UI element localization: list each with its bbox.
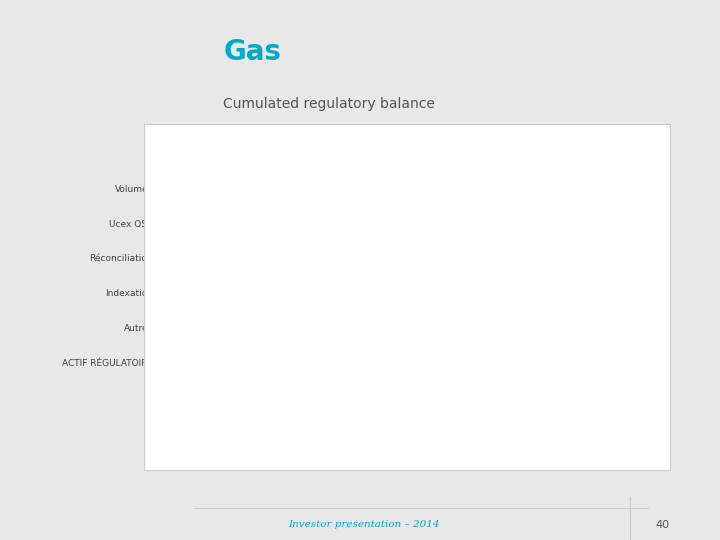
Text: 29,4: 29,4 [233,219,252,228]
Bar [246,355,438,370]
Text: 3,0: 3,0 [459,323,474,332]
Bar [438,250,557,266]
Text: -4.4: -4.4 [390,288,408,298]
Text: -20,1: -20,1 [287,184,310,193]
Text: (-) : montant trop peu perçu => à récupérer: (-) : montant trop peu perçu => à récupé… [187,405,387,415]
Text: Gas: Gas [223,38,282,66]
Text: Investor presentation – 2014: Investor presentation – 2014 [288,521,439,529]
Text: Cumulated regulatory balance: Cumulated regulatory balance [223,97,435,111]
Text: 19.1: 19.1 [559,253,580,262]
Text: 40: 40 [655,520,670,530]
Bar [410,285,438,301]
Text: (+) : montrant trop perçu => à ristourner au marché: (+) : montrant trop perçu => à ristourne… [187,437,427,447]
Bar [256,215,438,231]
Bar [161,401,179,419]
Bar [438,320,456,335]
Text: -31,0: -31,0 [219,358,242,367]
Bar [313,180,438,196]
Text: Cumul 2008 à 2013 (en M€) TOTAL GD: Cumul 2008 à 2013 (en M€) TOTAL GD [265,142,549,155]
Bar [161,433,179,451]
